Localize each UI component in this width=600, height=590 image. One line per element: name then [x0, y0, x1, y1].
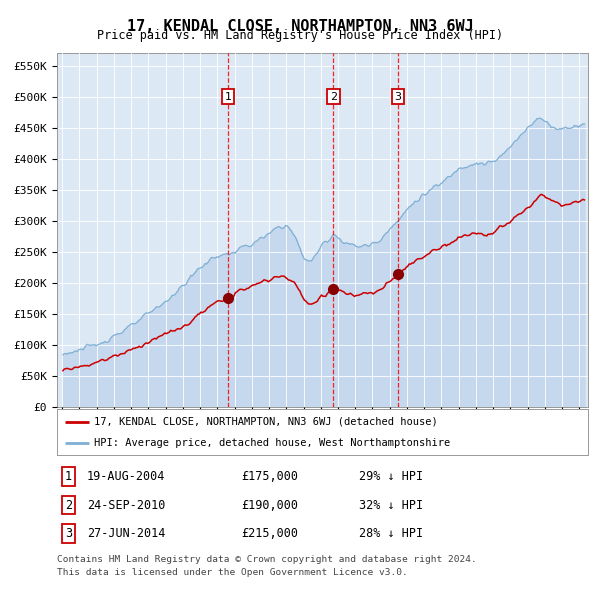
Text: 1: 1 — [224, 91, 232, 101]
Text: 3: 3 — [65, 527, 72, 540]
Text: HPI: Average price, detached house, West Northamptonshire: HPI: Average price, detached house, West… — [94, 438, 451, 448]
Text: £215,000: £215,000 — [241, 527, 298, 540]
Text: This data is licensed under the Open Government Licence v3.0.: This data is licensed under the Open Gov… — [57, 568, 408, 576]
Text: 28% ↓ HPI: 28% ↓ HPI — [359, 527, 424, 540]
Text: 27-JUN-2014: 27-JUN-2014 — [87, 527, 165, 540]
Text: 1: 1 — [65, 470, 72, 483]
Text: 29% ↓ HPI: 29% ↓ HPI — [359, 470, 424, 483]
Text: 2: 2 — [330, 91, 337, 101]
Text: 32% ↓ HPI: 32% ↓ HPI — [359, 499, 424, 512]
Text: Price paid vs. HM Land Registry's House Price Index (HPI): Price paid vs. HM Land Registry's House … — [97, 30, 503, 42]
Text: £190,000: £190,000 — [241, 499, 298, 512]
Text: 17, KENDAL CLOSE, NORTHAMPTON, NN3 6WJ: 17, KENDAL CLOSE, NORTHAMPTON, NN3 6WJ — [127, 19, 473, 34]
Text: 17, KENDAL CLOSE, NORTHAMPTON, NN3 6WJ (detached house): 17, KENDAL CLOSE, NORTHAMPTON, NN3 6WJ (… — [94, 417, 438, 427]
Text: 24-SEP-2010: 24-SEP-2010 — [87, 499, 165, 512]
Text: 3: 3 — [395, 91, 401, 101]
Text: £175,000: £175,000 — [241, 470, 298, 483]
Text: Contains HM Land Registry data © Crown copyright and database right 2024.: Contains HM Land Registry data © Crown c… — [57, 555, 477, 563]
Text: 2: 2 — [65, 499, 72, 512]
Text: 19-AUG-2004: 19-AUG-2004 — [87, 470, 165, 483]
